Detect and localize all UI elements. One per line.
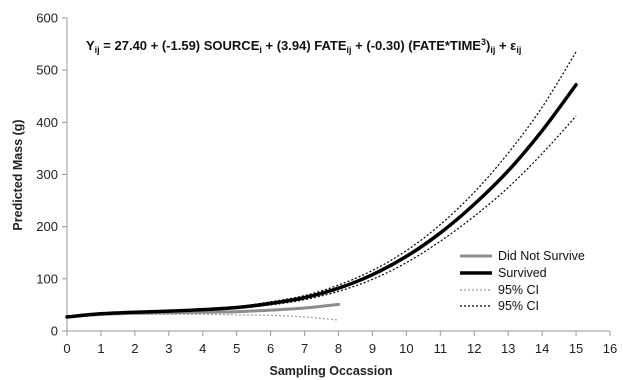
- series-line-survived-1: [65, 83, 578, 319]
- x-tick-label: 4: [199, 341, 206, 356]
- x-tick-label: 6: [267, 341, 274, 356]
- x-tick-label: 0: [63, 341, 70, 356]
- legend-label-survived: Survived: [498, 266, 547, 280]
- x-tick-label: 9: [369, 341, 376, 356]
- legend-label-ci-gray: 95% CI: [498, 283, 539, 297]
- y-tick-label: 200: [36, 219, 58, 234]
- x-tick-label: 16: [603, 341, 617, 356]
- x-tick-label: 2: [131, 341, 138, 356]
- x-axis-title: Sampling Occassion: [270, 364, 393, 378]
- x-tick-label: 7: [301, 341, 308, 356]
- y-tick-label: 0: [51, 324, 58, 339]
- x-tick-label: 3: [165, 341, 172, 356]
- x-tick-label: 1: [97, 341, 104, 356]
- equation-part: = 27.40 + (-1.59) SOURCE: [100, 38, 260, 53]
- equation-part: + (-0.30) (FATE*TIME: [352, 38, 482, 53]
- series-group: [65, 51, 578, 321]
- model-equation: Yij = 27.40 + (-1.59) SOURCEi + (3.94) F…: [86, 37, 521, 55]
- equation-subscript: i: [259, 45, 262, 55]
- equation-part: + (3.94) FATE: [262, 38, 347, 53]
- equation-subscript: ij: [516, 45, 521, 55]
- x-tick-label: 11: [434, 341, 448, 356]
- y-tick-label: 600: [36, 11, 58, 26]
- y-tick-label: 400: [36, 115, 58, 130]
- y-tick-label: 500: [36, 63, 58, 78]
- equation-part: ): [486, 38, 490, 53]
- x-tick-label: 14: [535, 341, 549, 356]
- y-axis-title: Predicted Mass (g): [11, 119, 25, 230]
- equation-subscript: ij: [95, 45, 100, 55]
- y-tick-label: 100: [36, 271, 58, 286]
- x-tick-label: 5: [233, 341, 240, 356]
- y-tick-label: 300: [36, 167, 58, 182]
- equation-subscript: ij: [490, 45, 495, 55]
- legend-label-ci-black: 95% CI: [498, 299, 539, 313]
- x-tick-label: 8: [335, 341, 342, 356]
- x-tick-label: 12: [467, 341, 481, 356]
- equation-part: Y: [86, 38, 95, 53]
- equation-part: + ε: [495, 38, 516, 53]
- x-tick-label: 13: [501, 341, 515, 356]
- x-tick-label: 10: [399, 341, 413, 356]
- equation-superscript: 3: [481, 37, 486, 47]
- x-tick-label: 15: [569, 341, 583, 356]
- equation-subscript: ij: [347, 45, 352, 55]
- legend-label-did-not-survive: Did Not Survive: [498, 249, 585, 263]
- legend: Did Not Survive Survived 95% CI 95% CI: [460, 249, 585, 313]
